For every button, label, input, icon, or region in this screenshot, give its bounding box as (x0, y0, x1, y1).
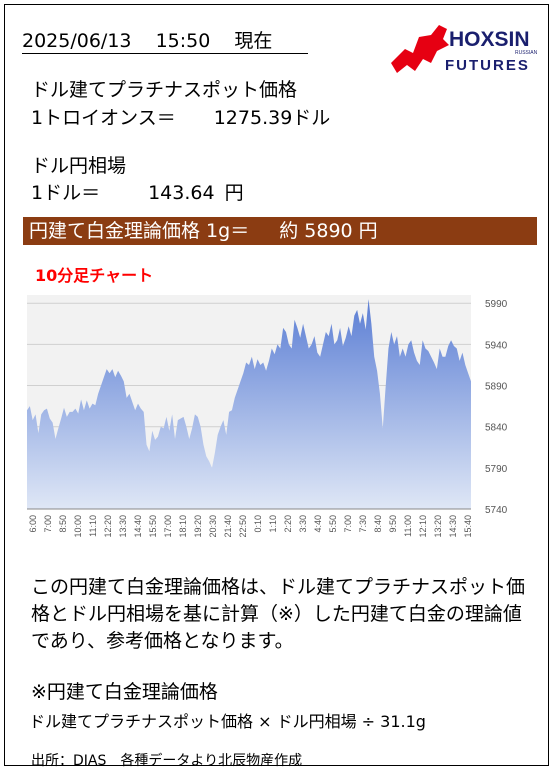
x-tick-label: 7:30 (358, 515, 368, 533)
x-tick-label: 7:00 (343, 515, 353, 533)
x-tick-label: 8:40 (373, 515, 383, 533)
theory-approx: 約 (279, 220, 299, 242)
x-tick-label: 13:20 (433, 515, 443, 538)
x-tick-label: 18:10 (178, 515, 188, 538)
date: 2025/06/13 (22, 30, 132, 52)
x-tick-label: 3:30 (298, 515, 308, 533)
y-tick-label: 5790 (485, 464, 508, 475)
theory-label: 円建て白金理論価格 1g＝ (29, 220, 250, 242)
price-area-series (27, 299, 471, 509)
x-tick-label: 11:00 (403, 515, 413, 537)
x-tick-label: 5:50 (328, 515, 338, 533)
x-tick-label: 8:50 (58, 515, 68, 533)
price-area-chart: 5740 5790 5840 5890 5940 5990 6:00 7:00 8:50 10:0… (27, 295, 508, 538)
x-tick-label: 14:30 (448, 515, 458, 538)
y-tick-label: 5990 (485, 299, 508, 310)
y-tick-label: 5940 (485, 340, 508, 351)
x-tick-label: 15:40 (463, 515, 473, 538)
fx-rate-line: 1ドル＝ 143.64 円 (31, 178, 244, 205)
platinum-unit: 1トロイオンス＝ (31, 107, 176, 129)
hoxsin-logo: HOXSIN RUSSIAN FUTURES (387, 19, 547, 81)
logo-name: HOXSIN (449, 28, 530, 51)
x-tick-label: 7:00 (43, 515, 53, 533)
timestamp-line: 2025/06/13 15:50 現在 (22, 29, 309, 54)
x-tick-label: 11:10 (88, 515, 98, 537)
y-tick-label: 5890 (485, 382, 508, 393)
formula-title: ※円建て白金理論価格 (31, 681, 218, 703)
platinum-currency: ドル (292, 107, 331, 129)
logo-graphic: HOXSIN RUSSIAN FUTURES (391, 25, 538, 74)
fx-currency: 円 (224, 182, 244, 204)
x-tick-label: 1:10 (268, 515, 278, 533)
x-tick-label: 17:00 (163, 515, 173, 538)
x-tick-label: 12:20 (103, 515, 113, 538)
fx-unit: 1ドル＝ (31, 182, 101, 204)
source-text: 出所：DIAS 各種データより北辰物産作成 (31, 753, 303, 769)
x-tick-label: 22:50 (238, 515, 248, 538)
chart-title: 10分足チャート (35, 266, 154, 285)
time: 15:50 (155, 30, 211, 52)
platinum-value: 1275.39 (213, 107, 293, 129)
formula-text: ドル建てプラチナスポット価格 × ドル円相場 ÷ 31.1g (29, 712, 426, 731)
fx-value: 143.64 (148, 182, 215, 204)
x-tick-label: 13:30 (118, 515, 128, 538)
theory-price-bar: 円建て白金理論価格 1g＝ 約 5890 円 (23, 217, 537, 245)
x-tick-label: 15:50 (148, 515, 158, 538)
logo-sub: FUTURES (445, 57, 530, 74)
x-tick-label: 20:30 (208, 515, 218, 538)
theory-value: 5890 (304, 220, 353, 242)
x-tick-label: 21:40 (223, 515, 233, 538)
x-tick-label: 0:10 (253, 515, 263, 533)
price-card: 2025/06/13 15:50 現在 HOXSIN RUSSIAN FUTUR… (4, 4, 549, 769)
x-tick-label: 10:00 (73, 515, 83, 538)
platinum-title: ドル建てプラチナスポット価格 (31, 79, 298, 101)
status-label: 現在 (234, 30, 273, 52)
x-tick-label: 4:40 (313, 515, 323, 533)
x-tick-label: 12:10 (418, 515, 428, 538)
x-tick-label: 14:40 (133, 515, 143, 538)
platinum-price-line: 1トロイオンス＝ 1275.39ドル (31, 103, 330, 130)
fx-title: ドル円相場 (31, 155, 127, 177)
y-tick-label: 5740 (485, 505, 508, 516)
theory-currency: 円 (358, 220, 378, 242)
description-text: この円建て白金理論価格は、ドル建てプラチナスポット価格とドル円相場を基に計算（※… (31, 576, 526, 652)
x-tick-label: 6:00 (28, 515, 38, 533)
logo-small: RUSSIAN (515, 50, 538, 56)
y-tick-label: 5840 (485, 423, 508, 434)
x-tick-label: 19:20 (193, 515, 203, 538)
x-tick-label: 9:50 (388, 515, 398, 533)
x-tick-label: 2:20 (283, 515, 293, 533)
